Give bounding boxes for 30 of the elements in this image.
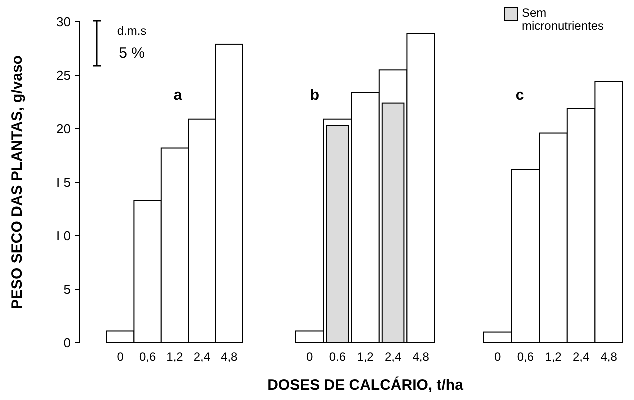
legend-label: Sem micronutrientes [522,6,604,33]
x-tick-label: 0 [494,350,502,364]
x-tick-label: 2,4 [384,350,402,364]
y-tick-label: 5 [64,282,71,298]
x-tick-label: 1,2 [545,350,562,364]
x-tick-label: 4,8 [221,350,238,364]
annotation: 5 % [119,45,145,62]
x-tick-label: 2,4 [194,350,211,364]
y-tick-label: 20 [56,122,71,137]
x-tick-label: 4,8 [412,350,430,364]
x-tick-label: 0,6 [139,350,156,364]
y-tick-label: 0 [64,336,71,351]
annotation: d.m.s [117,24,147,38]
text: a [174,87,183,104]
x-tick-label: 1,2 [166,350,184,364]
y-tick-label: 30 [56,14,71,30]
text: c [516,87,524,104]
y-tick-label: I 5 [56,175,71,190]
x-tick-label: 1,2 [357,350,374,364]
x-axis-title: DOSES DE CALCÁRIO, t/ha [268,376,464,394]
x-tick-label: 4,8 [600,350,618,364]
x-tick-label: 0.6 [329,350,346,364]
y-tick-label: I 0 [56,228,71,244]
y-tick-label: 25 [56,68,71,84]
y-axis-title: PESO SECO DAS PLANTAS, g/vaso [9,56,26,310]
x-tick-label: 2,4 [572,350,590,364]
x-tick-label: 0 [117,350,124,364]
x-tick-label: 0 [306,350,314,364]
x-tick-label: 0,6 [517,350,534,364]
text: b [310,87,320,104]
